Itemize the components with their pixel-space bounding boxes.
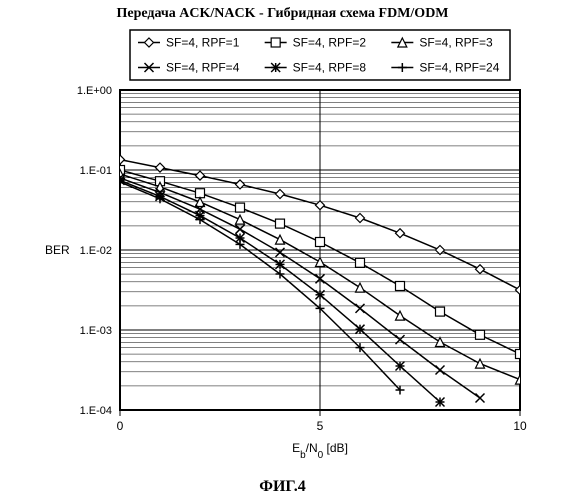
legend-item-label: SF=4, RPF=3 bbox=[419, 36, 493, 50]
x-axis-label: Eb/N0 [dB] bbox=[292, 441, 348, 461]
series-line bbox=[120, 178, 480, 398]
y-tick-label: 1.E-01 bbox=[80, 165, 112, 177]
legend-item-label: SF=4, RPF=2 bbox=[293, 36, 367, 50]
legend-item-label: SF=4, RPF=8 bbox=[293, 61, 367, 75]
legend-item-label: SF=4, RPF=24 bbox=[419, 61, 499, 75]
x-tick-label: 0 bbox=[117, 419, 124, 433]
legend-item-label: SF=4, RPF=4 bbox=[166, 61, 240, 75]
y-tick-label: 1.E-02 bbox=[80, 245, 112, 257]
x-tick-label: 5 bbox=[317, 419, 324, 433]
y-tick-label: 1.E+00 bbox=[77, 85, 112, 97]
y-tick-label: 1.E-04 bbox=[80, 405, 112, 417]
legend-item-label: SF=4, RPF=1 bbox=[166, 36, 240, 50]
series-line bbox=[120, 180, 440, 402]
y-axis-label: BER bbox=[45, 243, 70, 257]
chart-svg: 1.E+00 1.E-01 1.E-02 1.E-03 1.E-04 0 5 10 BER Eb/… bbox=[0, 0, 565, 500]
x-tick-label: 10 bbox=[513, 419, 527, 433]
y-tick-label: 1.E-03 bbox=[80, 325, 112, 337]
